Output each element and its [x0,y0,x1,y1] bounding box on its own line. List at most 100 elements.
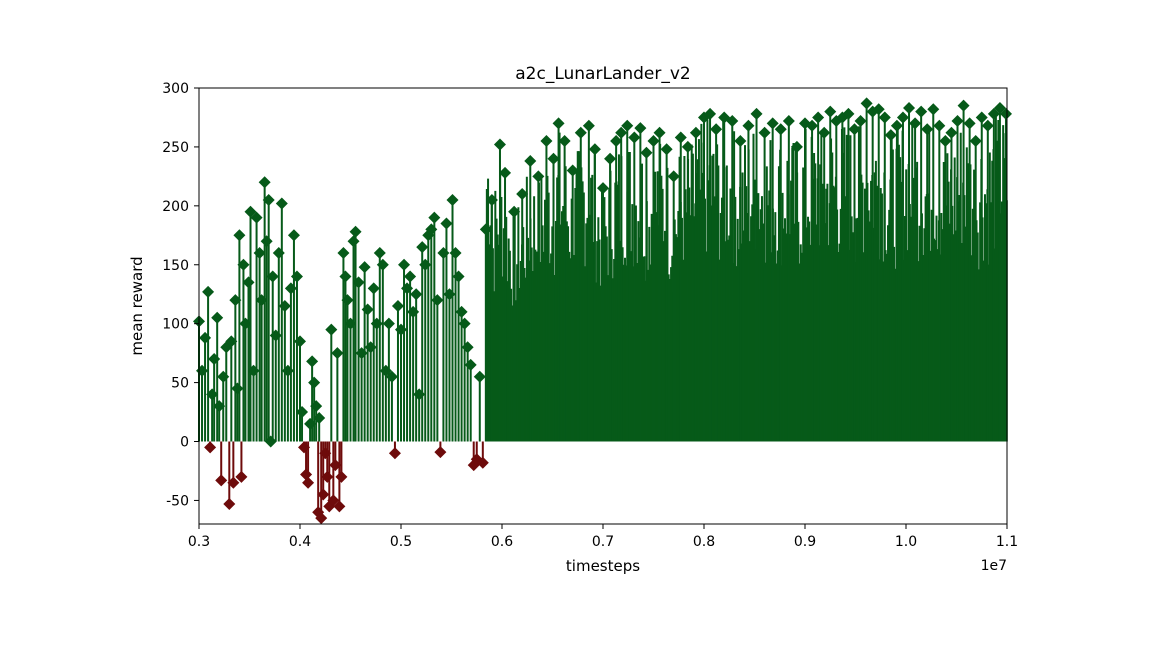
stem-marker [227,476,240,489]
stem-marker [250,211,263,224]
stem-marker [750,107,763,120]
stem-marker [310,400,323,413]
y-tick-label: 100 [162,317,189,333]
stem-marker [440,217,453,230]
stem-marker [766,117,779,130]
stem-marker [290,270,303,283]
stem-marker [499,166,512,179]
stem-marker [660,143,673,156]
stem-marker [969,135,982,148]
stem-marker [446,193,459,206]
y-tick-label: 50 [171,376,189,392]
stem-marker [842,107,855,120]
stem-marker [951,114,964,127]
stem-marker [382,317,395,330]
stem-marker [358,261,371,274]
stem-marker [413,388,426,401]
stem-marker [806,119,819,132]
stem-marker [202,285,215,298]
stem-marker [915,105,928,118]
stem-marker [493,138,506,151]
stem-marker [272,246,285,259]
x-tick-label: 0.7 [592,534,614,550]
stem-marker [476,456,489,469]
y-tick-label: 250 [162,140,189,156]
stem-marker [364,341,377,354]
stem-marker [872,103,885,116]
stem-marker [315,512,328,525]
stem-marker [945,126,958,139]
stem-marker [532,170,545,183]
stem-marker [313,411,326,424]
stem-marker [349,225,362,238]
stem-marker [524,155,537,168]
stem-marker [981,119,994,132]
stem-marker [957,99,970,112]
stem-marker [229,294,242,307]
stem-marker [449,246,462,259]
stem-marker [647,135,660,148]
stem-marker [370,317,383,330]
y-axis-label: mean reward [128,256,146,355]
stem-marker [726,114,739,127]
stem-marker [704,107,717,120]
stem-marker [395,323,407,336]
stem-marker [818,126,831,139]
stem-marker [774,123,787,136]
x-tick-label: 0.3 [188,534,210,550]
stem-marker [431,294,444,307]
stem-marker [547,152,560,165]
stem-marker [287,229,300,242]
stem-marker [428,211,441,224]
stem-marker [939,135,952,148]
stem-marker [640,146,653,159]
stem-marker [927,103,940,116]
stem-marker [204,441,217,454]
x-tick-label: 1.1 [996,534,1018,550]
stem-marker [628,131,641,144]
stem-marker [419,258,432,271]
stem-marker [388,447,401,460]
y-tick-label: 0 [180,435,189,451]
stem-marker [317,488,330,501]
y-tick-label: 300 [162,81,189,97]
stem-marker [373,246,386,259]
stem-marker [674,131,687,144]
stem-marker [284,282,297,295]
stem-marker [233,229,246,242]
x-tick-label: 0.5 [390,534,412,550]
stem-marker [253,246,266,259]
stem-marker [199,331,212,344]
stem-marker [196,364,209,377]
stem-marker [558,135,571,148]
stem-marker [331,347,344,360]
x-tick-label: 0.9 [794,534,816,550]
stem-marker [452,270,465,283]
stem-marker [337,246,350,259]
stem-marker [247,364,260,377]
stem-marker [896,111,909,124]
stem-marker [782,114,795,127]
stem-marker [225,335,238,348]
stem-marker [854,114,867,127]
stem-marker [848,123,861,136]
stem-marker [634,122,647,135]
stem-marker [610,135,623,148]
stem-marker [213,400,226,413]
stem-marker [621,119,634,132]
x-tick-label: 0.6 [491,534,513,550]
x-tick-label: 0.8 [693,534,715,550]
x-tick-label: 1.0 [895,534,917,550]
stem-marker [355,347,368,360]
stem-marker [278,300,291,312]
stem-marker [269,329,282,342]
stem-marker [933,119,946,132]
stem-marker [294,335,306,348]
x-axis-scale-label: 1e7 [981,558,1007,574]
stem-marker [339,270,352,283]
x-tick-label: 0.4 [289,534,311,550]
chart-title: a2c_LunarLander_v2 [515,64,691,84]
stem-marker [485,193,498,206]
stem-marker [275,197,288,210]
